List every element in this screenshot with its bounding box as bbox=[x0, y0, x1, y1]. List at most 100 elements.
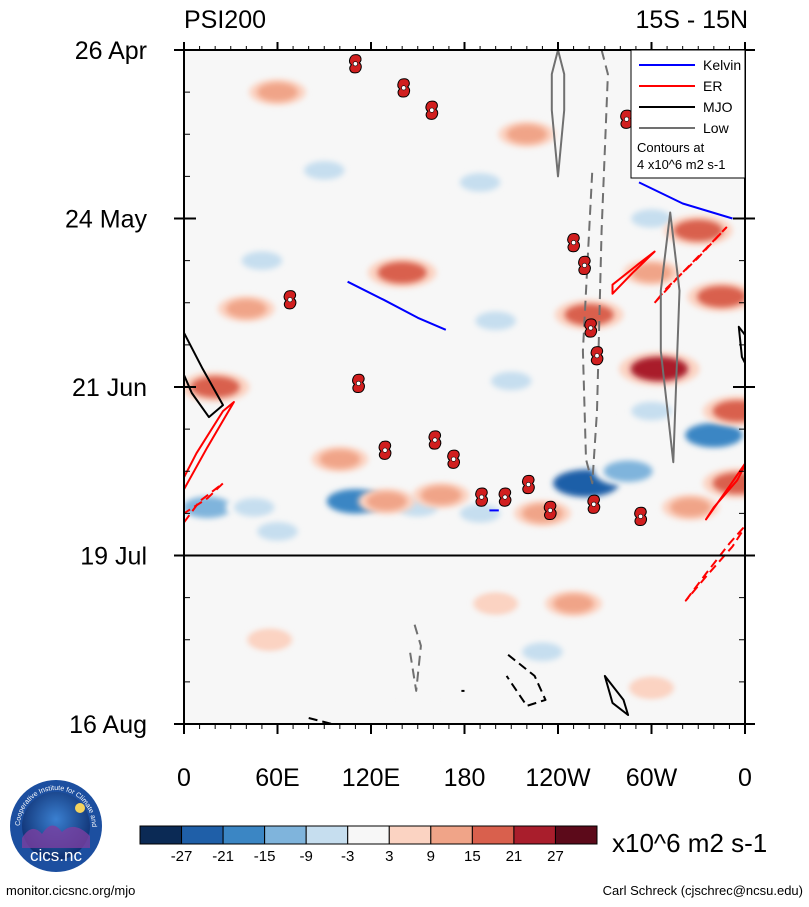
legend-note-line1: Contours at bbox=[637, 140, 705, 155]
cyclone-icon bbox=[349, 54, 362, 74]
cyclone-icon bbox=[578, 255, 591, 275]
legend-box bbox=[630, 49, 746, 179]
cyclone-eye bbox=[638, 513, 644, 519]
cyclone-eye bbox=[352, 61, 358, 67]
legend: Kelvin ER MJO Low Contours at 4 x10^6 m2… bbox=[630, 49, 746, 179]
low-contour bbox=[409, 624, 422, 692]
y-axis: 26 Apr 24 May 21 Jun 19 Jul 16 Aug bbox=[65, 37, 755, 739]
logo-text: cics.nc bbox=[30, 846, 82, 865]
colorbar-tick-label: -27 bbox=[171, 848, 193, 865]
colorbar-units: x10^6 m2 s-1 bbox=[612, 828, 767, 858]
cyclone-eye bbox=[401, 85, 407, 91]
x-tick-label: 0 bbox=[738, 764, 752, 792]
cyclone-icon bbox=[498, 487, 512, 507]
x-axis: 0 60E 120E 180 120W 60W 0 bbox=[177, 42, 752, 792]
anomaly-patch bbox=[241, 251, 283, 270]
er-contour bbox=[705, 461, 745, 521]
anomaly-patch bbox=[603, 460, 653, 482]
anomaly-patch bbox=[459, 173, 501, 192]
colorbar-tick-label: 15 bbox=[464, 848, 481, 865]
cyclone-icon bbox=[634, 506, 647, 526]
x-tick-label: 120W bbox=[525, 764, 591, 792]
wave-contours bbox=[184, 50, 745, 724]
colorbar: -27 -21 -15 -9 -3 3 9 15 21 27 bbox=[139, 825, 598, 865]
y-tick-label: 16 Aug bbox=[69, 711, 147, 739]
anomaly-patch bbox=[630, 356, 688, 382]
colorbar-tick-label: 27 bbox=[547, 848, 564, 865]
colorbar-swatch bbox=[554, 825, 598, 845]
colorbar-tick-label: 3 bbox=[385, 848, 393, 865]
cyclone-eye bbox=[355, 380, 362, 386]
anomaly-patch bbox=[490, 371, 532, 391]
colorbar-swatch bbox=[222, 825, 266, 845]
colorbar-swatch bbox=[347, 825, 390, 845]
x-tick-label: 120E bbox=[342, 764, 400, 792]
anomaly-patch bbox=[670, 498, 711, 517]
y-tick-label: 19 Jul bbox=[80, 543, 147, 571]
anomaly-patch bbox=[475, 311, 516, 331]
anomaly-patch bbox=[553, 594, 594, 613]
legend-note-line2: 4 x10^6 m2 s-1 bbox=[637, 157, 725, 172]
colorbar-swatch bbox=[513, 825, 556, 845]
er-contour bbox=[611, 250, 656, 295]
x-tick-label: 60W bbox=[626, 764, 678, 792]
anomaly-patch bbox=[673, 219, 723, 242]
cyclone-icon bbox=[397, 78, 411, 98]
low-contour bbox=[550, 50, 566, 178]
colorbar-swatch bbox=[471, 825, 515, 845]
anomaly-patch bbox=[257, 82, 298, 102]
colorbar-tick-label: 21 bbox=[506, 848, 523, 865]
anomaly-patch bbox=[685, 422, 743, 448]
anomaly-patch bbox=[564, 304, 614, 326]
website-link[interactable]: monitor.cicsnc.org/mjo bbox=[6, 883, 136, 898]
anomaly-patch bbox=[459, 504, 501, 523]
er-contour bbox=[684, 524, 745, 602]
cyclone-eye bbox=[525, 481, 531, 488]
anomaly-patch bbox=[479, 595, 512, 612]
cyclone-eye bbox=[382, 447, 388, 453]
anomaly-patch bbox=[697, 285, 745, 308]
cyclone-tracks bbox=[283, 54, 647, 526]
colorbar-tick-label: -9 bbox=[300, 848, 313, 865]
low-contour bbox=[581, 50, 609, 485]
cyclone-icon bbox=[378, 440, 392, 460]
colorbar-tick-label: -15 bbox=[254, 848, 276, 865]
anomaly-patch bbox=[631, 209, 672, 228]
cyclone-icon bbox=[522, 474, 535, 495]
mjo-contour bbox=[184, 331, 224, 419]
cyclone-eye bbox=[588, 325, 594, 331]
cyclone-icon bbox=[428, 430, 442, 450]
x-tick-label: 180 bbox=[444, 764, 486, 792]
mjo-contour bbox=[505, 654, 547, 707]
er-contour bbox=[184, 482, 224, 524]
cyclone-eye bbox=[594, 353, 600, 359]
legend-label-mjo: MJO bbox=[703, 99, 733, 115]
anomaly-patch bbox=[303, 161, 345, 180]
anomaly-patch bbox=[366, 492, 407, 511]
anomaly-patch bbox=[233, 498, 275, 517]
cyclone-eye bbox=[287, 297, 293, 303]
cyclone-icon bbox=[352, 373, 365, 393]
colorbar-swatch bbox=[264, 825, 307, 845]
anomaly-patch bbox=[184, 496, 232, 519]
anomaly-patch bbox=[257, 522, 298, 541]
er-contour bbox=[184, 401, 235, 491]
anomaly-patch bbox=[631, 401, 672, 421]
cyclone-icon bbox=[587, 494, 601, 514]
cyclone-icon bbox=[584, 318, 598, 338]
mjo-contour bbox=[603, 674, 630, 716]
x-tick-label: 0 bbox=[177, 764, 191, 792]
kelvin-contour bbox=[347, 280, 447, 331]
cyclone-eye bbox=[547, 507, 553, 513]
anomaly-patch bbox=[635, 680, 668, 696]
y-tick-label: 24 May bbox=[65, 206, 147, 234]
cyclone-eye bbox=[451, 456, 457, 462]
anomaly-patch bbox=[226, 299, 267, 319]
colorbar-swatch bbox=[305, 825, 349, 845]
colorbar-tick-label: 9 bbox=[427, 848, 435, 865]
anomaly-patch bbox=[401, 692, 434, 708]
cyclone-eye bbox=[581, 262, 588, 268]
cyclone-icon bbox=[425, 100, 439, 120]
kelvin-contour bbox=[638, 181, 733, 220]
